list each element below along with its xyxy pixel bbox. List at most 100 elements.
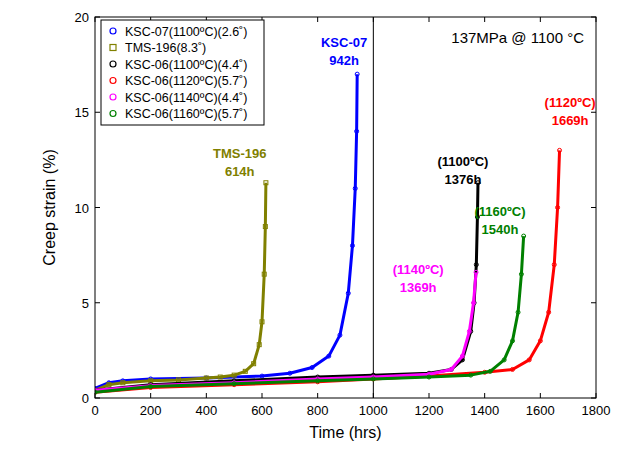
annotation: TMS-196 — [213, 146, 266, 161]
data-point — [558, 148, 562, 152]
y-tick-label: 5 — [82, 296, 89, 311]
y-tick-right — [591, 207, 596, 208]
data-point — [288, 371, 292, 375]
y-tick-right — [591, 302, 596, 303]
legend-marker — [110, 61, 116, 67]
x-tick — [150, 393, 151, 398]
y-tick-label: 15 — [75, 105, 89, 120]
series-line — [95, 236, 524, 392]
data-point — [121, 381, 125, 385]
data-point — [511, 339, 515, 343]
annotation: 1669h — [552, 113, 589, 128]
series-line — [95, 183, 266, 391]
x-tick-label: 1200 — [415, 403, 444, 418]
x-tick — [206, 393, 207, 398]
annotation: KSC-07 — [321, 35, 367, 50]
data-point — [502, 358, 506, 362]
x-tick — [262, 393, 263, 398]
data-point — [107, 383, 111, 387]
data-point — [262, 272, 266, 276]
annotation: 1540h — [482, 222, 519, 237]
legend-marker — [110, 94, 116, 100]
legend-marker — [110, 45, 116, 51]
legend-marker — [110, 78, 116, 84]
x-tick-label: 1000 — [359, 403, 388, 418]
data-point — [474, 263, 478, 267]
data-point — [522, 234, 526, 238]
y-tick-label: 10 — [75, 201, 89, 216]
x-tick-label: 1800 — [582, 403, 611, 418]
reference-line — [373, 17, 374, 398]
annotation: 614h — [225, 164, 255, 179]
x-tick-label: 600 — [251, 403, 273, 418]
data-point — [552, 263, 556, 267]
y-tick — [95, 302, 100, 303]
x-tick-label: 1600 — [526, 403, 555, 418]
x-axis-label: Time (hrs) — [309, 424, 381, 441]
data-point — [353, 186, 357, 190]
legend-label: TMS-196(8.3˚) — [125, 41, 206, 55]
title: 137MPa @ 1100 °C — [451, 29, 584, 46]
x-tick-top — [484, 17, 485, 22]
x-tick-label: 200 — [140, 403, 162, 418]
legend-label: KSC-06(1140ºC)(4.4˚) — [125, 91, 247, 105]
data-point — [346, 291, 350, 295]
annotation: (1140ºC) — [393, 262, 444, 277]
data-point — [467, 329, 471, 333]
data-point — [556, 206, 560, 210]
x-tick-label: 1400 — [470, 403, 499, 418]
data-point — [488, 369, 492, 373]
data-point — [257, 343, 261, 347]
legend-label: KSC-06(1100ºC)(4.4˚) — [125, 58, 247, 72]
data-point — [338, 333, 342, 337]
data-point — [538, 339, 542, 343]
annotation: (1160ºC) — [474, 204, 525, 219]
data-point — [232, 382, 236, 386]
data-point — [264, 181, 268, 185]
series-line — [95, 183, 478, 391]
annotation: 1369h — [400, 280, 437, 295]
plot-area — [95, 17, 562, 398]
data-point — [449, 367, 453, 371]
y-tick-label: 0 — [82, 391, 89, 406]
y-tick — [95, 112, 100, 113]
annotation: 1376h — [445, 172, 482, 187]
series-line — [95, 150, 560, 392]
data-point — [310, 366, 314, 370]
legend-box — [101, 20, 264, 125]
y-tick-right — [591, 112, 596, 113]
legend-marker — [110, 111, 116, 117]
x-tick — [484, 393, 485, 398]
data-point — [350, 244, 354, 248]
data-point — [355, 129, 359, 133]
data-point — [204, 376, 208, 380]
x-tick-label: 400 — [195, 403, 217, 418]
data-point — [260, 320, 264, 324]
x-tick-top — [429, 17, 430, 22]
data-point — [474, 270, 478, 274]
x-tick — [317, 393, 318, 398]
x-tick-label: 0 — [91, 403, 98, 418]
y-tick-label: 20 — [75, 10, 89, 25]
data-point — [516, 310, 520, 314]
data-point — [427, 375, 431, 379]
data-point — [232, 373, 236, 377]
legend-label: KSC-07(1100ºC)(2.6˚) — [125, 25, 247, 39]
data-point — [371, 377, 375, 381]
legend-label: KSC-06(1120ºC)(5.7˚) — [125, 74, 247, 88]
data-point — [519, 272, 523, 276]
data-point — [252, 362, 256, 366]
x-tick-label: 800 — [307, 403, 329, 418]
data-point — [243, 369, 247, 373]
y-axis-label: Creep strain (%) — [41, 149, 58, 265]
data-point — [527, 358, 531, 362]
annotation: (1100ºC) — [437, 154, 488, 169]
chart: 0 200 400 600 800 1000 1200 1400 1600 1800 0 5 10 15 2… — [0, 0, 620, 459]
data-point — [327, 354, 331, 358]
data-point — [547, 310, 551, 314]
y-tick — [95, 207, 100, 208]
data-point — [316, 379, 320, 383]
legend-label: KSC-06(1160ºC)(5.7˚) — [125, 107, 247, 121]
x-tick — [429, 393, 430, 398]
annotation: 942h — [329, 53, 359, 68]
